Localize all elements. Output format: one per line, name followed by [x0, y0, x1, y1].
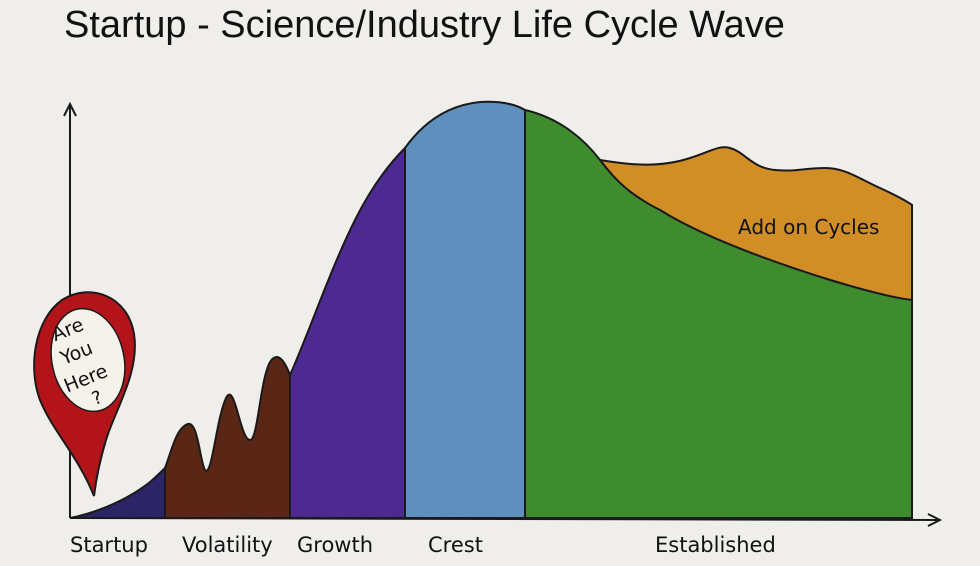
stage-label-volatility: Volatility [182, 533, 273, 557]
established-region [524, 108, 913, 519]
x-axis-arrow-icon [927, 513, 943, 527]
x-axis [69, 517, 941, 521]
growth-region [289, 145, 406, 519]
stage-label-startup: Startup [70, 533, 148, 557]
y-axis-arrow-icon [63, 101, 77, 117]
startup-region [69, 465, 166, 519]
you-are-here-marker: Are You Here ? [33, 291, 136, 497]
stage-label-growth: Growth [297, 533, 373, 557]
addon-label: Add on Cycles [738, 215, 879, 239]
page-title: Startup - Science/Industry Life Cycle Wa… [64, 4, 785, 46]
stage-label-crest: Crest [428, 533, 483, 557]
stage-label-established: Established [655, 533, 776, 557]
volatility-region [164, 356, 291, 519]
crest-region [404, 100, 526, 519]
